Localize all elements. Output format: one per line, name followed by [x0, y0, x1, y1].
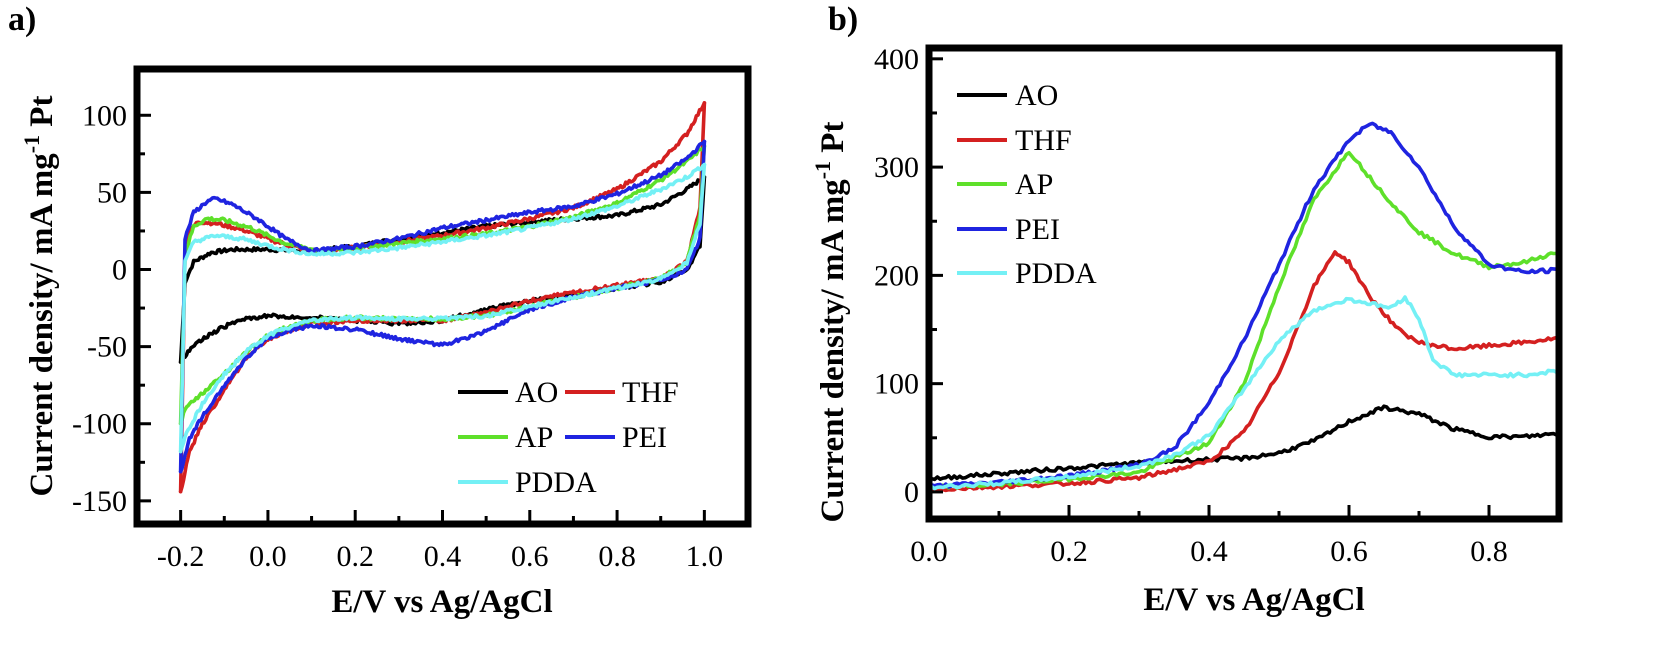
legend-label-ao: AO	[1015, 79, 1058, 112]
panel-a-frame	[133, 65, 752, 528]
y-tick-label: -150	[72, 485, 127, 518]
y-tick-label: 0	[904, 476, 919, 509]
x-tick-label: 0.8	[1470, 535, 1508, 568]
x-tick-label: -0.2	[157, 540, 205, 573]
series-line-thf-anodic	[178, 101, 707, 494]
series-line-thf	[927, 250, 1561, 493]
panel-a-y-axis-title-tail: Pt	[24, 96, 60, 135]
x-tick-label: 0.4	[1190, 535, 1228, 568]
series-line-pdda-cathodic	[178, 162, 707, 454]
series-line-ao-cathodic	[178, 175, 707, 364]
legend-label-pei: PEI	[1015, 213, 1060, 246]
legend-label-ao: AO	[515, 376, 558, 409]
panel-a-legend: AO THF AP PEI PDDA	[458, 376, 679, 499]
legend-label-pdda: PDDA	[1015, 257, 1097, 290]
panel-b-y-axis-title-tail: Pt	[815, 122, 851, 161]
panel-a-ticks: -0.2 0.0 0.2 0.4 0.6 0.8 1.0 100 50 0 -50 -100 -150	[72, 99, 723, 573]
y-tick-label: 100	[82, 99, 127, 132]
y-tick-label: 300	[874, 151, 919, 184]
panel-a-y-axis-title-sup: -1	[19, 135, 44, 153]
legend-label-ap: AP	[515, 421, 553, 454]
panel-a-series	[178, 101, 707, 494]
y-tick-label: 100	[874, 368, 919, 401]
x-tick-label: 0.6	[1330, 535, 1368, 568]
panel-a: a) -0.2 0.0 0.2 0.4 0.6 0.8 1.0 100 50 0 -50 -100 -1…	[8, 1, 752, 620]
panel-b-y-axis-title: Current density/ mA mg-1 Pt	[810, 122, 851, 523]
panel-b: b) 0.0 0.2 0.4 0.6 0.8 400 300 200 100 0 E/V vs A…	[810, 1, 1563, 618]
y-tick-label: 0	[112, 254, 127, 287]
panel-b-legend: AO THF AP PEI PDDA	[957, 79, 1097, 290]
x-tick-label: 0.2	[336, 540, 374, 573]
panel-b-y-axis-title-sup: -1	[810, 161, 835, 179]
x-tick-label: 0.0	[249, 540, 287, 573]
panel-a-y-axis-title-main: Current density/ mA mg	[24, 153, 60, 497]
series-line-ap-anodic	[178, 144, 707, 426]
y-tick-label: 200	[874, 259, 919, 292]
x-tick-label: 0.4	[424, 540, 462, 573]
legend-label-pdda: PDDA	[515, 466, 597, 499]
series-line-ao-anodic	[178, 175, 707, 364]
panel-b-label: b)	[828, 1, 858, 38]
series-line-ao	[927, 404, 1561, 482]
series-line-ap	[927, 150, 1561, 490]
legend-label-pei: PEI	[622, 421, 667, 454]
panel-a-y-axis-title: Current density/ mA mg-1 Pt	[19, 96, 60, 497]
x-tick-label: 0.6	[511, 540, 549, 573]
y-tick-label: -100	[72, 408, 127, 441]
series-line-pdda	[927, 295, 1561, 491]
series-line-pei-anodic	[178, 139, 707, 474]
x-tick-label: 1.0	[686, 540, 724, 573]
panel-a-label: a)	[8, 1, 36, 38]
series-line-pdda-anodic	[178, 162, 707, 454]
panel-b-frame	[925, 44, 1563, 523]
panel-b-y-axis-title-main: Current density/ mA mg	[815, 179, 851, 523]
x-tick-label: 0.2	[1050, 535, 1088, 568]
x-tick-label: 0.0	[910, 535, 948, 568]
y-tick-label: -50	[87, 331, 127, 364]
legend-label-ap: AP	[1015, 168, 1053, 201]
panel-a-x-axis-title: E/V vs Ag/AgCl	[331, 584, 552, 620]
panel-b-ticks: 0.0 0.2 0.4 0.6 0.8 400 300 200 100 0	[874, 43, 1508, 568]
legend-label-thf: THF	[622, 376, 679, 409]
x-tick-label: 0.8	[598, 540, 636, 573]
y-tick-label: 400	[874, 43, 919, 76]
legend-label-thf: THF	[1015, 124, 1072, 157]
panel-b-series	[927, 121, 1561, 493]
panel-b-x-axis-title: E/V vs Ag/AgCl	[1143, 582, 1364, 618]
y-tick-label: 50	[97, 176, 127, 209]
